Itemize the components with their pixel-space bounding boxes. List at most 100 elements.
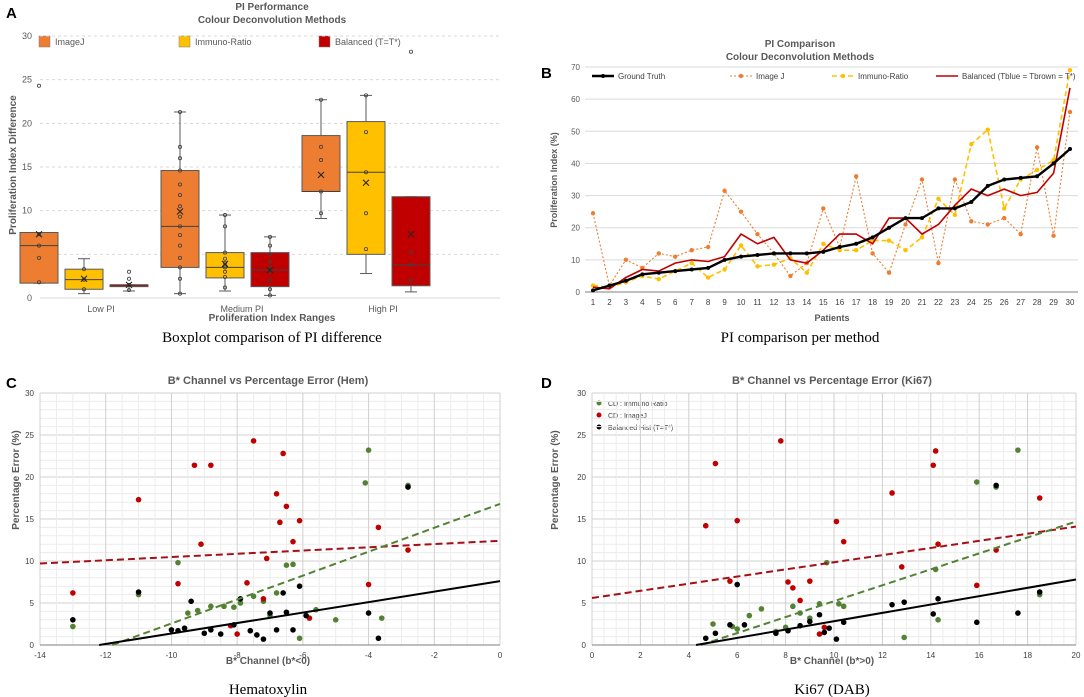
box-point [267,278,272,283]
scatter-point [741,622,748,628]
y-tick-label: 70 [571,63,580,72]
series-point [887,225,892,230]
series-point [952,212,958,218]
scatter-point [935,596,941,602]
x-tick-label: 0 [498,651,503,660]
series-point [1002,206,1007,211]
series-point [1067,68,1073,73]
legend-label-imagej-d: CD : ImageJ [608,413,647,420]
legend-label-imagej: ImageJ [55,37,85,47]
x-tick-label: 2 [638,651,643,660]
legend-label: Image J [756,72,784,81]
series-point [952,177,958,182]
scatter-point [175,559,181,566]
x-tick-label: -6 [299,651,307,660]
scatter-point [290,627,296,633]
series-point [919,177,925,182]
series-point [903,222,908,227]
scatter-point [191,462,198,469]
scatter-point [816,631,823,637]
series-point [689,248,694,253]
scatter-point [1036,589,1043,595]
series-point [673,269,678,274]
box-body [391,196,431,287]
x-tick-label: 17 [852,298,861,307]
series-line [592,111,1071,288]
series-line [592,87,1071,290]
scatter-point [712,460,719,467]
scatter-point [365,581,372,588]
box-point [127,288,132,293]
box-mean-marker [221,260,229,268]
scatter-point [135,496,142,503]
caption-b: PI comparison per method [721,330,880,346]
x-tick-label: 12 [769,298,778,307]
y-tick-label: 15 [22,162,32,172]
series-point [936,260,941,266]
scatter-point [777,438,784,444]
box-mean-marker [35,230,43,238]
scatter-point [1015,447,1021,453]
box-body [301,135,341,192]
series-point [1051,161,1056,166]
scatter-point [263,555,270,562]
panel-letter-b: B [541,65,552,82]
series-point [821,206,826,211]
series-point [853,248,859,253]
x-tick-label: 4 [687,651,692,660]
box-point [267,243,272,248]
scatter-point [734,581,740,588]
x-tick-label: 5 [657,298,662,307]
series-point [739,254,744,259]
box-point [222,265,227,270]
box-point [177,233,182,238]
scatter-point [816,611,823,618]
box-point [177,182,182,187]
scatter-point [758,606,765,612]
scatter-point [188,598,194,605]
box-point [363,93,368,98]
x-tick-label: 29 [1049,298,1058,307]
chart-d-title: B* Channel vs Percentage Error (Ki67) [732,375,932,387]
series-point [886,270,892,275]
x-tick-label: 6 [735,651,740,660]
series-point [985,127,990,132]
scatter-point [727,622,733,628]
box-point [127,269,132,274]
scatter-point [840,538,847,545]
scatter-point [201,630,208,637]
x-tick-label: 20 [1072,651,1081,660]
scatter-point [930,611,937,617]
scatter-point [807,578,813,584]
x-tick-label: 21 [918,298,927,307]
scatter-point [198,541,204,547]
series-point [755,264,760,269]
scatter-point [280,590,286,596]
box-point [222,224,227,229]
x-tick-label: 1 [591,298,596,307]
series-point [821,249,826,254]
legend-swatch-balanced [318,35,331,48]
y-tick-label: 15 [577,515,586,524]
legend-label: Ground Truth [618,72,665,81]
scatter-point [790,603,796,610]
scatter-point [889,601,895,608]
box-point [177,255,182,260]
series-line [592,70,1071,289]
series-point [936,196,941,201]
series-line [592,148,1071,292]
scatter-point [244,580,250,586]
scatter-point [365,610,372,616]
x-tick-label: 18 [868,298,877,307]
scatter-point [889,490,895,496]
x-tick-label: 11 [753,298,762,307]
x-tick-label: -2 [431,651,439,660]
y-tick-label: 60 [571,95,580,104]
chart-d-xlabel: B* Channel (b*>0) [790,656,874,667]
series-point [804,251,809,256]
box-point [177,109,182,114]
scatter-point [296,517,303,524]
box-mean-marker [317,171,325,179]
box-point [222,269,227,274]
scatter-point [898,564,905,570]
